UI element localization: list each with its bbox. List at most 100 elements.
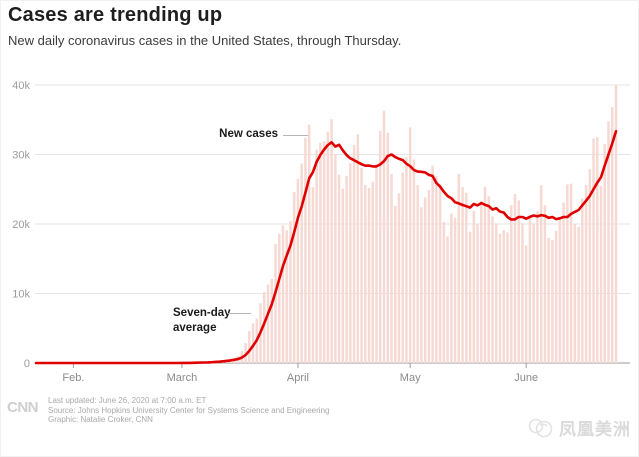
- bar-new-cases: [289, 221, 292, 363]
- annotation-seven-day-average: Seven-day average: [173, 306, 233, 335]
- bar-new-cases: [573, 224, 577, 363]
- bar-new-cases: [438, 184, 442, 363]
- bar-new-cases: [495, 223, 498, 363]
- bar-new-cases: [607, 121, 610, 363]
- footer: CNN Last updated: June 26, 2020 at 7:00 …: [7, 396, 329, 425]
- y-tick-label: 20k: [12, 219, 30, 231]
- bar-new-cases: [536, 211, 539, 363]
- bar-new-cases: [446, 236, 449, 363]
- bar-new-cases: [614, 85, 618, 363]
- bar-new-cases: [442, 221, 446, 363]
- annotation-new-cases: New cases: [219, 128, 278, 140]
- bar-new-cases: [461, 187, 464, 363]
- bar-new-cases: [528, 216, 532, 363]
- x-tick-label: March: [167, 372, 198, 384]
- bar-new-cases: [581, 198, 584, 363]
- annotation-seven-day-line2: average: [173, 321, 217, 334]
- bar-new-cases: [584, 185, 588, 363]
- annotation-new-cases-leader-line: [283, 135, 308, 136]
- page-subtitle: New daily coronavirus cases in the Unite…: [8, 33, 402, 48]
- bar-new-cases: [375, 163, 378, 363]
- bar-new-cases: [285, 230, 288, 363]
- credits: Last updated: June 26, 2020 at 7:00 a.m.…: [48, 396, 329, 425]
- bar-new-cases: [356, 134, 360, 363]
- seven-day-average-line: [34, 130, 618, 365]
- bar-new-cases: [577, 226, 580, 363]
- bar-new-cases: [263, 292, 266, 363]
- bar-new-cases: [558, 217, 562, 363]
- phoenix-icon: [528, 418, 553, 437]
- bar-new-cases: [251, 323, 255, 363]
- bar-new-cases: [562, 202, 565, 363]
- bar-new-cases: [539, 185, 543, 363]
- bar-new-cases: [569, 183, 573, 363]
- bar-new-cases: [386, 132, 389, 363]
- bar-new-cases: [491, 216, 494, 363]
- page-title: Cases are trending up: [8, 4, 223, 26]
- bar-new-cases: [450, 213, 453, 363]
- bar-new-cases: [468, 231, 472, 363]
- bar-new-cases: [465, 192, 468, 363]
- bar-new-cases: [532, 223, 535, 363]
- bar-new-cases: [397, 193, 401, 363]
- x-tick-label: Feb.: [62, 372, 84, 384]
- bar-new-cases: [603, 144, 607, 363]
- bar-new-cases: [596, 137, 599, 363]
- bar-new-cases: [435, 176, 438, 363]
- bar-new-cases: [244, 343, 247, 363]
- bar-new-cases: [547, 237, 550, 363]
- bar-new-cases: [554, 230, 558, 363]
- bar-new-cases: [551, 239, 554, 363]
- bar-new-cases: [509, 205, 513, 363]
- y-tick-label: 30k: [12, 150, 30, 162]
- bar-new-cases: [300, 163, 303, 363]
- bar-new-cases: [311, 187, 315, 363]
- bar-new-cases: [427, 189, 431, 363]
- bar-new-cases: [412, 159, 416, 363]
- bar-new-cases: [543, 205, 547, 363]
- bar-new-cases: [315, 149, 318, 363]
- bar-new-cases: [304, 137, 307, 363]
- bar-new-cases: [341, 188, 345, 363]
- bar-new-cases: [337, 174, 341, 363]
- bar-new-cases: [330, 119, 333, 364]
- bar-new-cases: [480, 201, 483, 363]
- bar-new-cases: [248, 331, 251, 363]
- bar-new-cases: [266, 284, 270, 363]
- bar-new-cases: [349, 163, 352, 363]
- cnn-logo: CNN: [7, 399, 39, 416]
- bar-new-cases: [274, 244, 277, 363]
- x-tick-label: June: [514, 372, 538, 384]
- bar-new-cases: [506, 232, 509, 363]
- bar-new-cases: [599, 185, 603, 363]
- bar-new-cases: [502, 230, 505, 363]
- bar-new-cases: [390, 173, 393, 363]
- bar-new-cases: [371, 181, 375, 363]
- bar-new-cases: [405, 157, 408, 363]
- y-tick-label: 40k: [12, 80, 30, 92]
- credit-graphic: Graphic: Natalie Croker, CNN: [48, 415, 153, 425]
- bar-new-cases: [566, 184, 569, 363]
- watermark: 凤凰美洲: [527, 415, 631, 440]
- bar-new-cases: [281, 225, 285, 363]
- x-tick-label: April: [287, 372, 309, 384]
- y-tick-label: 0: [24, 358, 30, 370]
- annotation-seven-day-line1: Seven-day: [173, 307, 231, 319]
- bar-new-cases: [592, 138, 595, 363]
- bar-new-cases: [382, 110, 386, 363]
- bar-new-cases: [345, 176, 348, 363]
- bar-new-cases: [457, 173, 461, 363]
- bar-new-cases: [487, 196, 491, 363]
- bar-new-cases: [453, 217, 457, 363]
- bar-new-cases: [408, 127, 412, 364]
- bar-new-cases: [401, 172, 404, 363]
- bar-new-cases: [307, 124, 311, 364]
- bar-new-cases: [476, 224, 479, 363]
- bar-new-cases: [322, 141, 326, 363]
- annotation-seven-day-leader-line: [228, 313, 251, 314]
- bar-new-cases: [513, 194, 517, 363]
- bar-new-cases: [270, 278, 273, 363]
- bar-new-cases: [472, 210, 476, 363]
